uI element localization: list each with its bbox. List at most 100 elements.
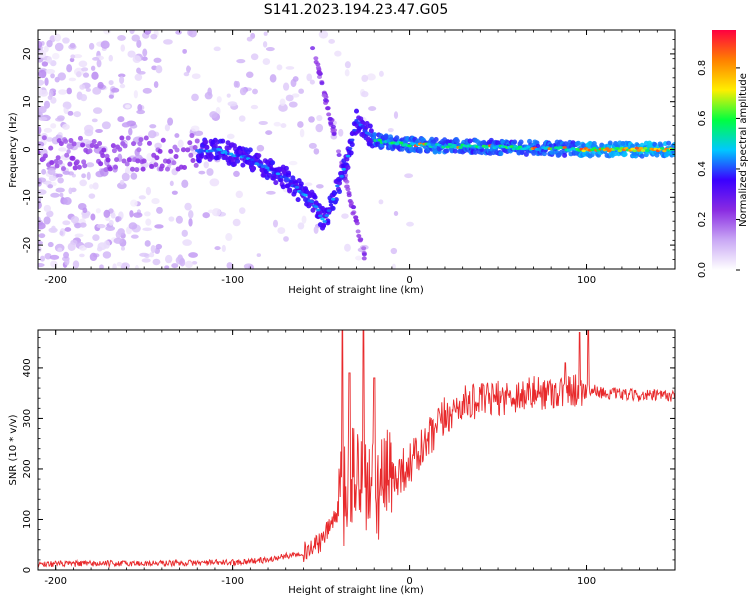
spectrogram-cell bbox=[89, 142, 95, 148]
spectrogram-cell bbox=[350, 138, 355, 142]
spectrogram-cell bbox=[286, 170, 292, 176]
spectrogram-cell bbox=[361, 256, 367, 261]
spectrogram-cell bbox=[45, 69, 56, 74]
spectrogram-cell bbox=[136, 39, 142, 49]
spectrogram-cell bbox=[165, 166, 171, 172]
spectrogram-cell bbox=[171, 263, 179, 269]
spectrogram-cell bbox=[190, 125, 200, 132]
spectrogram-cell bbox=[130, 172, 138, 180]
spectrogram-cell bbox=[299, 128, 305, 138]
spectrogram-cell bbox=[660, 146, 665, 150]
spectrogram-cell bbox=[168, 148, 174, 154]
spectrogram-cell bbox=[204, 145, 210, 151]
snr-x-tick-label: 100 bbox=[577, 576, 596, 587]
spectrogram-cell bbox=[103, 240, 111, 249]
spectrogram-cell bbox=[47, 241, 54, 248]
spectrogram-cell bbox=[256, 153, 262, 159]
spectrogram-cell bbox=[134, 167, 140, 173]
spectrogram-cell bbox=[88, 42, 95, 50]
spectrogram-cell bbox=[632, 149, 637, 153]
spectrogram-cell bbox=[92, 86, 102, 95]
spectrogram-cell bbox=[347, 147, 353, 150]
spectrogram-cell bbox=[129, 30, 135, 34]
spectrogram-cell bbox=[95, 128, 103, 133]
spectrogram-cell bbox=[72, 260, 80, 269]
spectrogram-cell bbox=[315, 62, 321, 67]
spectrogram-cell bbox=[79, 84, 86, 90]
spectrogram-cell bbox=[96, 59, 102, 68]
spectrogram-cell bbox=[79, 253, 85, 258]
spectrogram-cell bbox=[124, 104, 131, 109]
spectrogram-cell bbox=[288, 101, 298, 108]
snr-x-tick-label: -100 bbox=[221, 576, 244, 587]
spectrogram-cell bbox=[279, 98, 286, 106]
spectrogram-cell bbox=[233, 170, 240, 178]
spectrogram-cell bbox=[54, 163, 60, 169]
spectrogram-cell bbox=[209, 154, 215, 160]
spectrogram-cell bbox=[64, 227, 72, 232]
spectrogram-cell bbox=[82, 207, 88, 213]
spectrogram-cell bbox=[265, 130, 273, 135]
spectrogram-cell bbox=[57, 159, 63, 165]
spectrogram-cell bbox=[212, 143, 218, 149]
spectrogram-cell bbox=[235, 81, 240, 88]
spectrogram-cell bbox=[354, 119, 359, 122]
spectrogram-cell bbox=[272, 219, 279, 228]
spectrogram-cell bbox=[89, 252, 98, 262]
spectrogram-cells bbox=[38, 30, 675, 269]
spectrogram-cell bbox=[283, 236, 289, 242]
spectrogram-cell bbox=[273, 180, 279, 186]
spectrogram-cell bbox=[326, 209, 332, 213]
spectrogram-cell bbox=[313, 148, 320, 155]
spectrogram-cell bbox=[188, 152, 194, 158]
spectrogram-cell bbox=[132, 55, 142, 64]
spectrogram-cell bbox=[391, 263, 396, 269]
spectrogram-cell bbox=[63, 251, 69, 259]
spectrogram-cell bbox=[325, 106, 331, 111]
spectrogram-cell bbox=[72, 165, 78, 171]
spectrogram-cell bbox=[69, 42, 76, 49]
spectrogram-cell bbox=[110, 143, 116, 149]
spectrogram-cell bbox=[134, 73, 143, 81]
spectrogram-cell bbox=[143, 135, 149, 141]
spectrogram-cell bbox=[291, 93, 300, 98]
spectrogram-cell bbox=[509, 145, 514, 148]
spectrogram-cell bbox=[120, 246, 125, 251]
spectrogram-cell bbox=[513, 145, 518, 148]
spectrogram-cell bbox=[111, 87, 120, 93]
spectrogram-cell bbox=[562, 152, 568, 158]
spectrogram-cell bbox=[38, 56, 44, 63]
spectrogram-cell bbox=[69, 57, 75, 63]
spectrogram-cell bbox=[298, 181, 304, 187]
spectrogram-cell bbox=[216, 96, 222, 103]
spectrogram-cell bbox=[313, 205, 319, 209]
spectrogram-cell bbox=[512, 139, 518, 145]
spectrogram-cell bbox=[68, 138, 74, 144]
spectrogram-cell bbox=[245, 71, 254, 78]
spectrogram-cell bbox=[150, 244, 156, 254]
chart-title: S141.2023.194.23.47.G05 bbox=[264, 2, 449, 18]
spectrogram-cell bbox=[387, 127, 394, 133]
spectrogram-cell bbox=[246, 36, 253, 42]
spectrogram-cell bbox=[55, 187, 65, 193]
spectrogram-cell bbox=[445, 145, 451, 149]
spectrogram-cell bbox=[194, 138, 200, 144]
spectrogram-cell bbox=[117, 182, 127, 190]
spectrogram-cell bbox=[57, 72, 66, 81]
spectrogram-cell bbox=[41, 168, 47, 175]
spectrogram-cell bbox=[43, 100, 51, 109]
spectrogram-cell bbox=[44, 77, 49, 86]
spectrogram-cell bbox=[62, 123, 70, 130]
spectrogram-cell bbox=[318, 214, 323, 218]
spectrogram-cell bbox=[55, 173, 63, 178]
spectrogram-cell bbox=[115, 230, 122, 239]
spectrogram-cell bbox=[80, 142, 86, 148]
spectrogram-cell bbox=[313, 56, 319, 61]
spectrogram-cell bbox=[331, 128, 337, 133]
spectrogram-cell bbox=[39, 255, 45, 262]
spectrogram-cell bbox=[213, 46, 221, 52]
spectrogram-cell bbox=[354, 108, 359, 114]
spectrogram-cell bbox=[345, 154, 351, 158]
